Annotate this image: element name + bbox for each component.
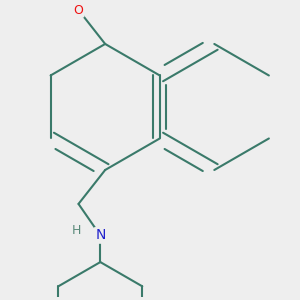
Text: O: O [74,4,83,16]
Text: H: H [71,224,81,237]
Text: N: N [95,228,106,242]
